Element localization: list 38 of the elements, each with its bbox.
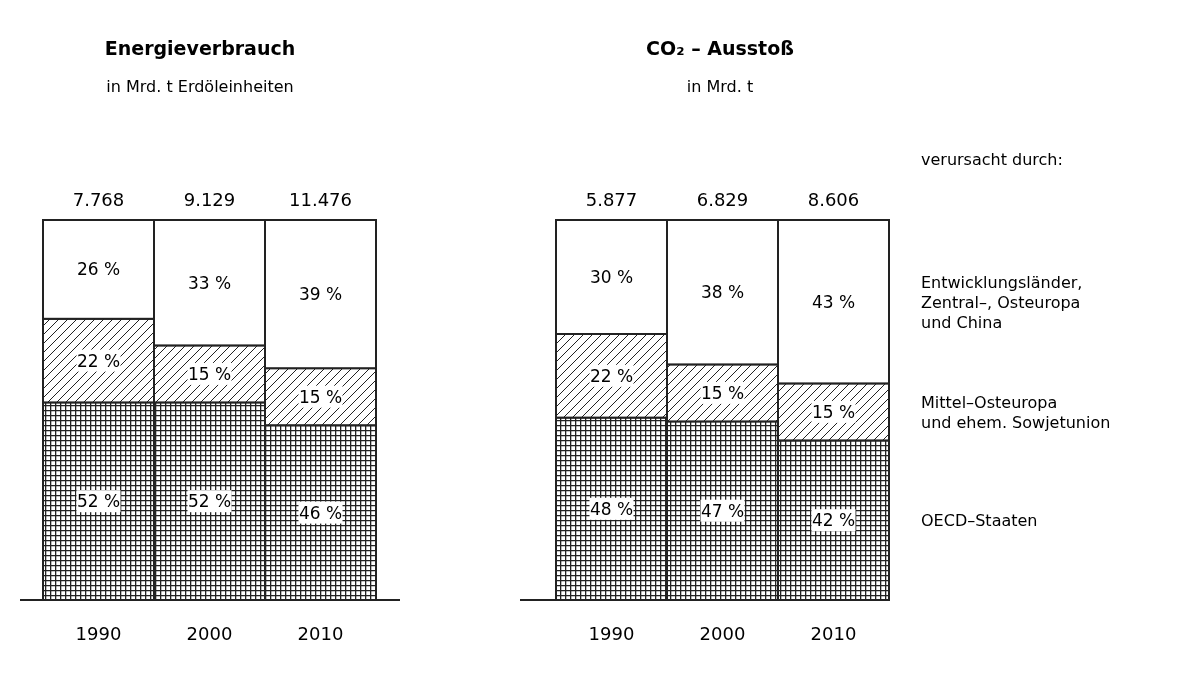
data-label: 26 % bbox=[76, 259, 121, 280]
x-tick-label: 2010 bbox=[810, 623, 857, 644]
annotation: 7.768 bbox=[72, 189, 125, 210]
x-tick-label: 2000 bbox=[699, 623, 746, 644]
data-label: 33 % bbox=[187, 272, 232, 293]
annotation: 5.877 bbox=[585, 189, 638, 210]
data-label: 42 % bbox=[811, 510, 856, 531]
annotation: 6.829 bbox=[696, 189, 749, 210]
annotation: 9.129 bbox=[183, 189, 236, 210]
data-label: 30 % bbox=[589, 267, 634, 287]
data-label: 47 % bbox=[700, 500, 745, 521]
data-label: 22 % bbox=[76, 350, 121, 371]
data-label: 22 % bbox=[589, 365, 634, 386]
data-label: 52 % bbox=[76, 491, 121, 512]
chart-subtitle: in Mrd. t bbox=[686, 77, 754, 96]
series-label: Entwicklungsländer, Zentral–, Osteuropa und China bbox=[921, 272, 1083, 332]
data-label: 52 % bbox=[187, 491, 232, 512]
x-tick-label: 2010 bbox=[297, 623, 344, 644]
data-label: 46 % bbox=[298, 502, 343, 523]
chart-title: Energieverbrauch bbox=[104, 37, 296, 59]
x-tick-label: 1990 bbox=[75, 623, 122, 644]
data-label: 39 % bbox=[298, 284, 343, 305]
annotation: 11.476 bbox=[289, 189, 352, 210]
data-label: 38 % bbox=[700, 282, 745, 303]
data-label: 15 % bbox=[811, 401, 856, 422]
data-label: 43 % bbox=[811, 291, 856, 312]
series-label: OECD–Staaten bbox=[921, 511, 1038, 531]
data-label: 15 % bbox=[700, 382, 745, 403]
legend-title: verursacht durch: bbox=[921, 150, 1063, 169]
data-label: 15 % bbox=[298, 386, 343, 407]
chart-subtitle: in Mrd. t Erdöleinheiten bbox=[106, 77, 294, 96]
x-tick-label: 1990 bbox=[588, 623, 635, 644]
annotation: 8.606 bbox=[807, 189, 860, 210]
series-label: Mittel–Osteuropa und ehem. Sowjetunion bbox=[921, 392, 1111, 432]
data-label: 15 % bbox=[187, 363, 232, 384]
chart-title: CO₂ – Ausstoß bbox=[646, 37, 794, 59]
x-tick-label: 2000 bbox=[186, 623, 233, 644]
data-label: 48 % bbox=[589, 498, 634, 519]
